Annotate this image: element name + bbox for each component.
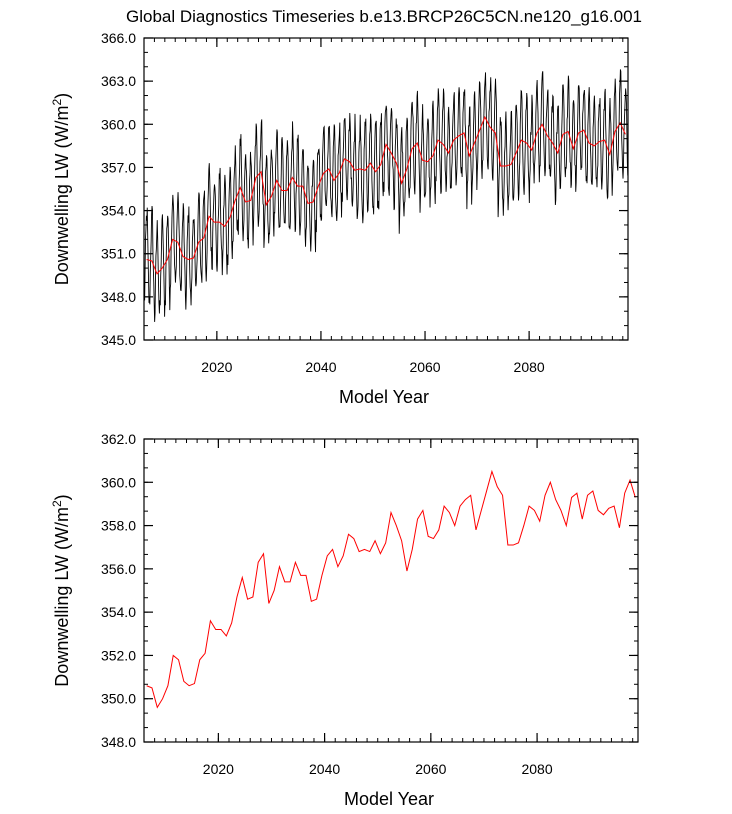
y-tick-label: 360.0: [101, 116, 136, 132]
y-tick-label: 358.0: [101, 518, 136, 534]
y-tick-label: 345.0: [101, 332, 136, 348]
y-tick-label: 362.0: [101, 431, 136, 447]
x-tick-label: 2060: [415, 761, 446, 777]
x-tick-label: 2040: [309, 761, 340, 777]
y-tick-label: 356.0: [101, 561, 136, 577]
series-line-annual: [146, 469, 636, 709]
series-line-annual: [146, 115, 626, 275]
x-tick-label: 2020: [201, 359, 232, 375]
x-axis-label: Model Year: [344, 789, 434, 809]
y-tick-label: 366.0: [101, 30, 136, 46]
top-panel: 2020 2040 2060 2080 345.0 348.0 351.0 354.0 357.…: [50, 30, 629, 407]
y-tick-label: 363.0: [101, 73, 136, 89]
y-tick-label: 352.0: [101, 647, 136, 663]
y-tick-label: 360.0: [101, 474, 136, 490]
bottom-panel: 2020 2040 2060 2080 348.0 350.0 352.0 354.0 356.…: [50, 431, 639, 809]
x-axis-label: Model Year: [339, 387, 429, 407]
y-tick-label: 354.0: [101, 203, 136, 219]
y-axis-label: Downwelling LW (W/m2): [50, 494, 72, 686]
y-axis-label: Downwelling LW (W/m2): [50, 93, 72, 285]
y-tick-label: 351.0: [101, 246, 136, 262]
y-tick-label: 348.0: [101, 289, 136, 305]
x-tick-label: 2080: [514, 359, 545, 375]
y-tick-label: 350.0: [101, 691, 136, 707]
y-tick-label: 357.0: [101, 159, 136, 175]
plot-frame: [143, 438, 639, 743]
y-tick-label: 354.0: [101, 604, 136, 620]
chart-title: Global Diagnostics Timeseries b.e13.BRCP…: [126, 7, 642, 26]
x-tick-label: 2080: [521, 761, 552, 777]
x-tick-label: 2020: [203, 761, 234, 777]
x-tick-label: 2060: [409, 359, 440, 375]
x-tick-label: 2040: [305, 359, 336, 375]
y-tick-label: 348.0: [101, 734, 136, 750]
series-line-monthly: [144, 69, 628, 322]
plot-frame: [143, 37, 629, 341]
